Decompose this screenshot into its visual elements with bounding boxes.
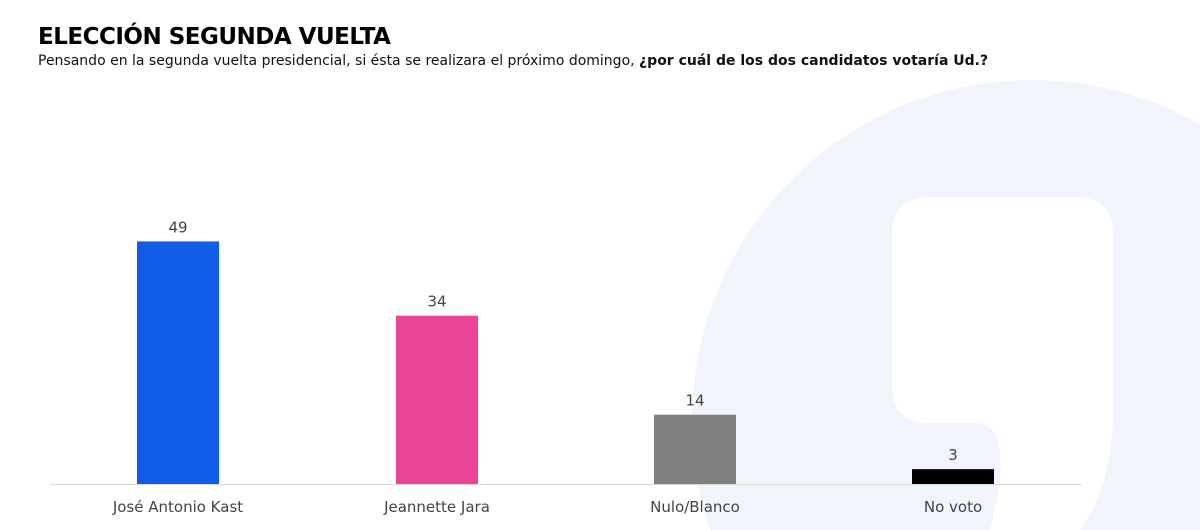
bar-1 (396, 315, 478, 484)
data-label-0: 49 (168, 218, 187, 236)
category-label-0: José Antonio Kast (112, 498, 243, 516)
bar-0 (137, 241, 219, 484)
subtitle-question: ¿por cuál de los dos candidatos votaría … (639, 53, 989, 69)
data-label-1: 34 (427, 293, 446, 311)
data-label-2: 14 (685, 392, 704, 410)
category-label-2: Nulo/Blanco (650, 498, 740, 516)
chart-title: ELECCIÓN SEGUNDA VUELTA (38, 24, 391, 50)
chart-subtitle: Pensando en la segunda vuelta presidenci… (38, 53, 988, 69)
category-label-1: Jeannette Jara (383, 498, 490, 516)
bar-3 (912, 469, 994, 484)
watermark-inner-shape (892, 197, 1113, 530)
subtitle-text: Pensando en la segunda vuelta presidenci… (38, 53, 635, 69)
category-label-3: No voto (924, 498, 982, 516)
bar-2 (654, 414, 736, 484)
data-label-3: 3 (948, 446, 958, 464)
